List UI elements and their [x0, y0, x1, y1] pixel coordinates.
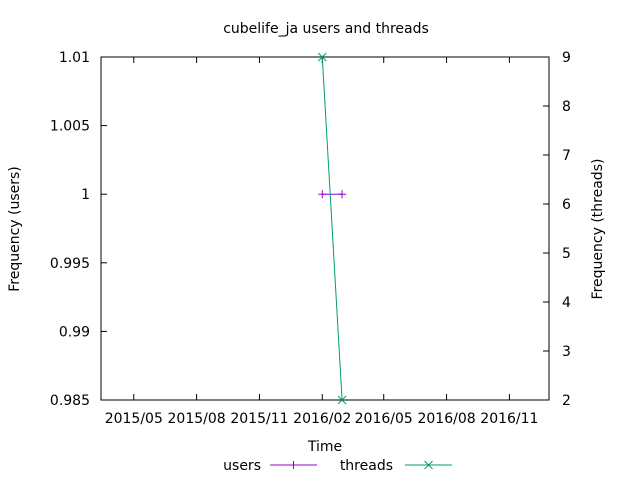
- y-right-tick-label: 9: [562, 50, 571, 66]
- x-tick-label: 2015/11: [230, 411, 288, 427]
- y-axis-right-label: Frequency (threads): [590, 159, 606, 300]
- y-left-tick-label: 1.005: [50, 119, 90, 135]
- x-tick-label: 2016/02: [293, 411, 351, 427]
- y-right-tick-label: 2: [562, 393, 571, 409]
- legend-label-threads: threads: [340, 458, 393, 474]
- legend: users threads: [223, 458, 452, 474]
- chart-title: cubelife_ja users and threads: [223, 21, 429, 37]
- y-left-tick-label: 1.01: [59, 50, 90, 66]
- y-right-tick-label: 8: [562, 99, 571, 115]
- y-right-tick-label: 3: [562, 344, 571, 360]
- x-tick-label: 2016/05: [355, 411, 413, 427]
- legend-label-users: users: [223, 458, 261, 474]
- data-point-threads: [317, 52, 327, 62]
- x-axis: 2015/05 2015/08 2015/11 2016/02 2016/05 2016/…: [105, 57, 538, 427]
- y-right-tick-label: 6: [562, 197, 571, 213]
- legend-marker-threads: [424, 460, 433, 470]
- series-line-threads: [321, 56, 343, 401]
- series-layer: [317, 52, 347, 405]
- y-right-tick-label: 5: [562, 246, 571, 262]
- y-left-tick-label: 0.995: [50, 256, 90, 272]
- y-right-tick-label: 4: [562, 295, 571, 311]
- y-axis-left: 0.985 0.99 0.995 1 1.005 1.01: [50, 50, 107, 409]
- y-right-tick-label: 7: [562, 148, 571, 164]
- x-axis-label: Time: [307, 439, 342, 455]
- y-axis-left-label: Frequency (users): [7, 166, 23, 292]
- x-tick-label: 2015/08: [168, 411, 226, 427]
- data-point-threads: [337, 395, 347, 405]
- y-left-tick-label: 1: [81, 187, 90, 203]
- plot-area: [100, 56, 550, 401]
- x-tick-label: 2015/05: [105, 411, 163, 427]
- y-left-tick-label: 0.99: [59, 324, 90, 340]
- y-axis-right: 2 3 4 5 6 7 8 9: [543, 50, 571, 409]
- x-tick-label: 2016/08: [417, 411, 475, 427]
- x-tick-label: 2016/11: [480, 411, 538, 427]
- y-left-tick-label: 0.985: [50, 393, 90, 409]
